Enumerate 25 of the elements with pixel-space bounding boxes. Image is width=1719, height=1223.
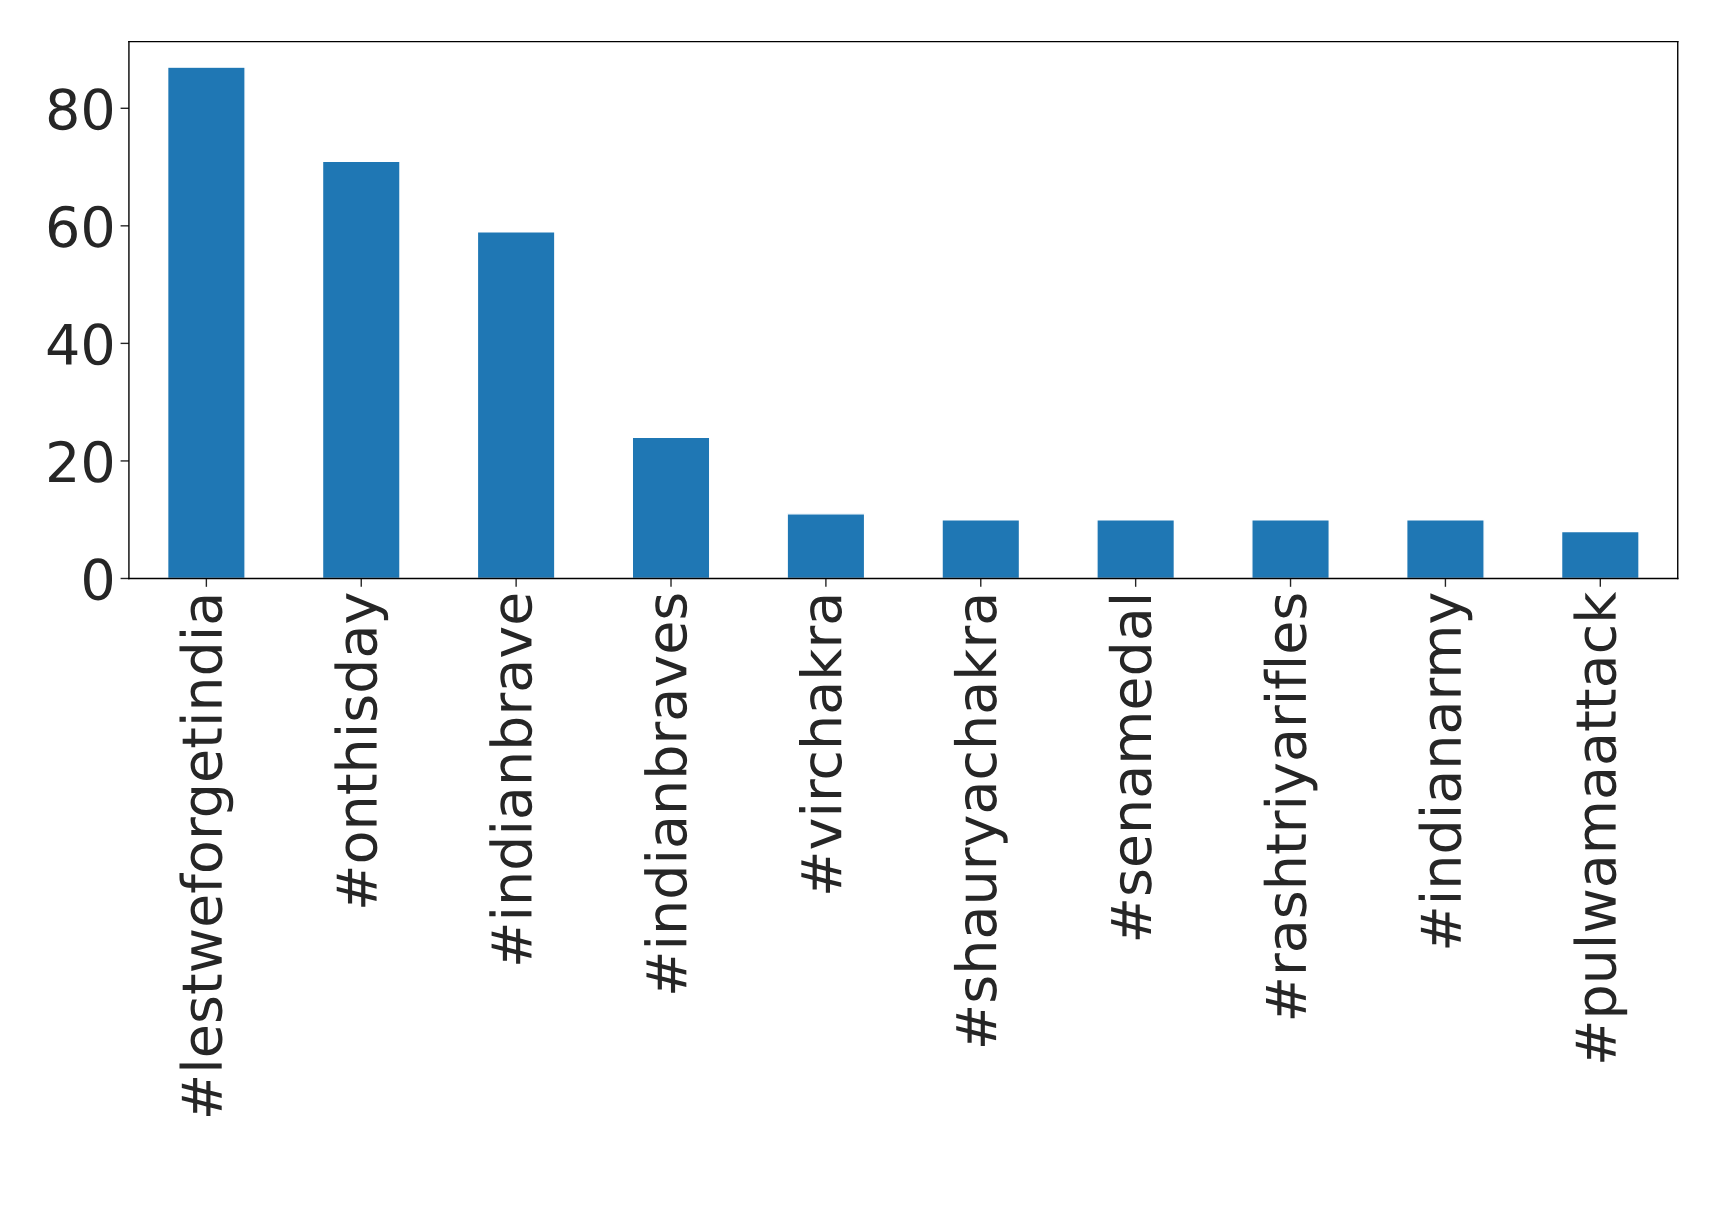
y-tick-label: 20 (49, 440, 113, 483)
bar (631, 436, 711, 579)
x-tick-label: #lestweforgetindia (179, 596, 234, 1116)
x-tick-label: #indianbrave (489, 594, 533, 964)
x-tick-label: #rashtriyarifles (1263, 594, 1318, 1019)
x-tick-label: #indianarmy (1418, 593, 1473, 948)
bar (1560, 530, 1640, 579)
y-tick-label: 80 (48, 88, 113, 131)
bar (1251, 519, 1330, 579)
y-tick-label: 40 (47, 323, 113, 366)
bar (786, 513, 866, 579)
bar (166, 66, 246, 579)
bar (1406, 519, 1485, 579)
x-tick-label: #shauryachakra (953, 596, 1008, 1046)
bar (476, 231, 556, 579)
x-tick-label: #indianbraves (644, 594, 688, 993)
x-tick-label: #senamedal (1108, 596, 1152, 940)
bar (941, 519, 1021, 579)
y-tick-label: 60 (48, 205, 113, 248)
y-tick-label: 0 (84, 558, 113, 601)
bar (1096, 519, 1176, 579)
x-tick-label: #pulwamaattack (1573, 591, 1628, 1062)
x-tick-label: #onthisday (334, 593, 389, 907)
x-tick-label: #virchakra (799, 596, 843, 893)
bar (321, 160, 401, 579)
